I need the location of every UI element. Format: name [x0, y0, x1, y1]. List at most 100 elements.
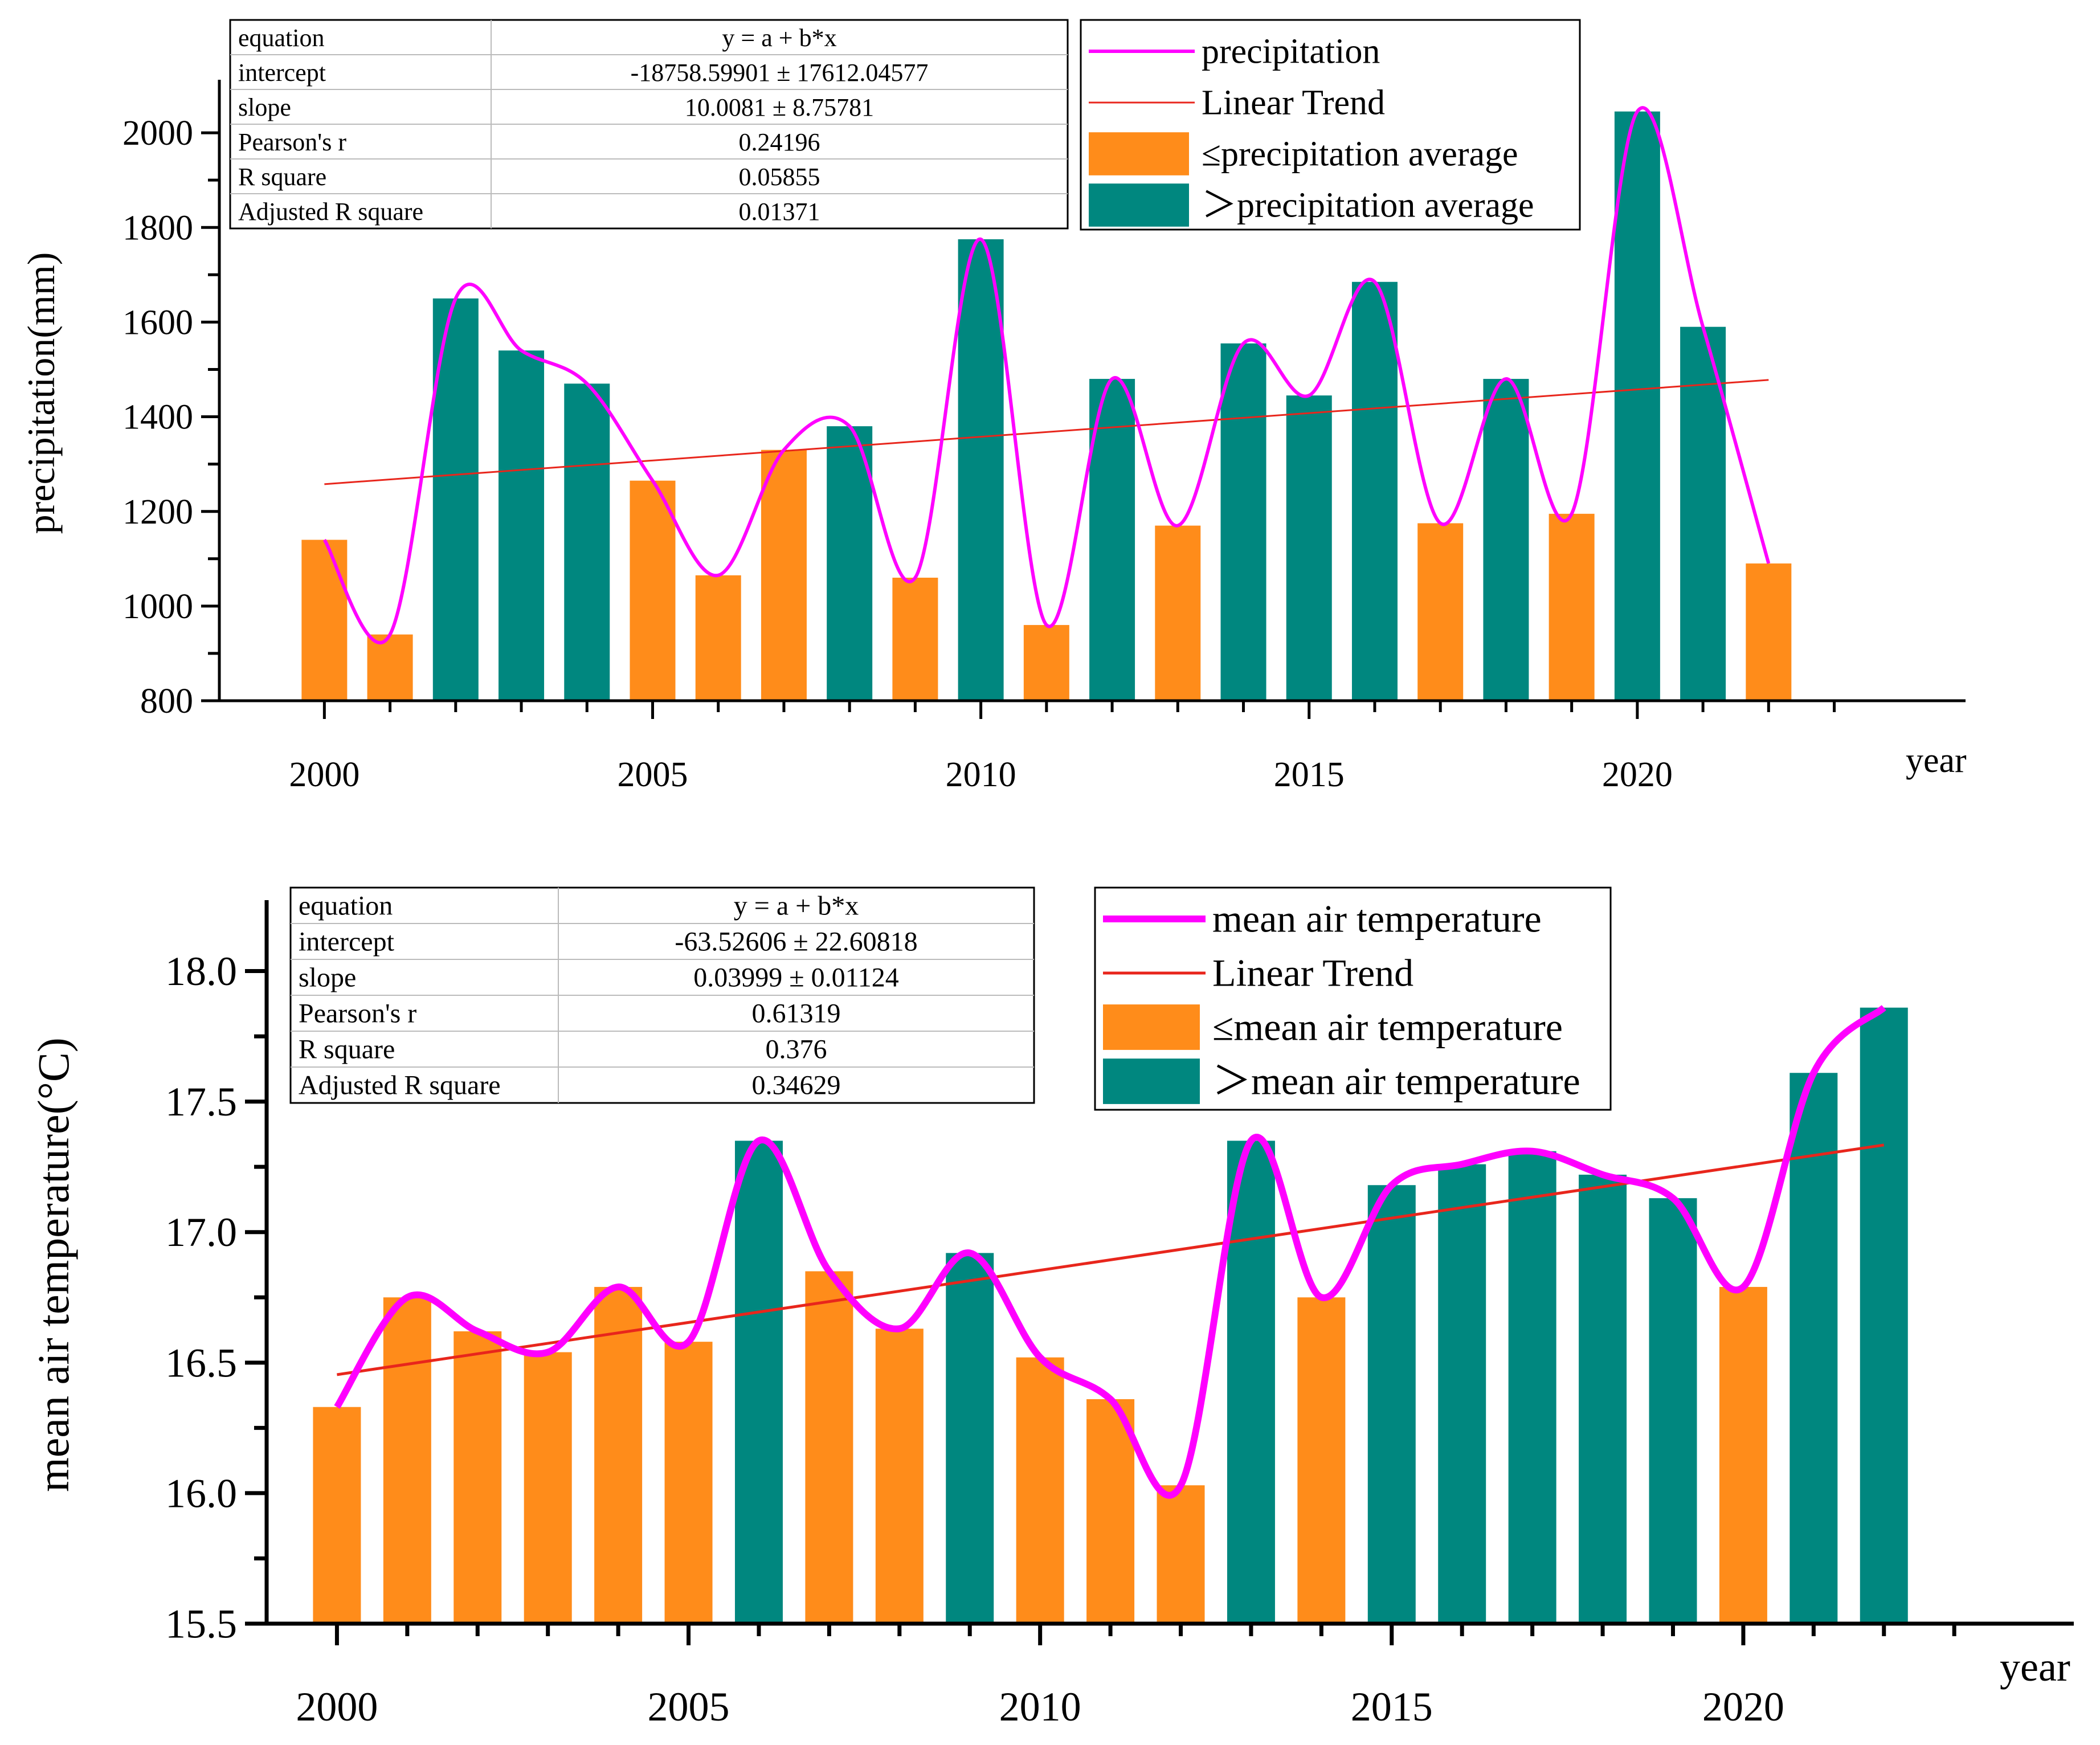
legend-swatch-above	[1089, 183, 1189, 227]
bar-2016	[1438, 1164, 1486, 1624]
legend-swatch-above	[1103, 1059, 1200, 1104]
legend-label: Linear Trend	[1202, 83, 1385, 122]
bar-2015	[1286, 395, 1332, 701]
bar-2005	[630, 480, 676, 701]
bar-2002	[453, 1331, 502, 1624]
legend-label: Linear Trend	[1212, 951, 1413, 994]
bar-2017	[1508, 1151, 1556, 1624]
bar-2022	[1746, 563, 1792, 701]
bar-2012	[1089, 379, 1135, 701]
bar-2006	[695, 575, 741, 701]
legend-swatch-below	[1089, 132, 1189, 175]
stats-value: 0.01371	[739, 198, 820, 226]
y-tick-label: 15.5	[165, 1601, 237, 1646]
y-tick-label: 2000	[122, 114, 193, 153]
legend-label: ＞precipitation average	[1202, 186, 1534, 224]
bar-2001	[383, 1297, 431, 1624]
y-tick-label: 1800	[122, 209, 193, 247]
bar-2021	[1680, 326, 1726, 701]
stats-label: R square	[299, 1034, 395, 1064]
stats-value: -18758.59901 ± 17612.04577	[631, 59, 929, 87]
stats-value: y = a + b*x	[722, 24, 836, 52]
x-axis-title: year	[1906, 741, 1967, 780]
bar-2000	[313, 1407, 361, 1624]
legend-label: ≤precipitation average	[1202, 134, 1518, 173]
bar-2005	[664, 1342, 713, 1624]
stats-value: y = a + b*x	[734, 890, 859, 921]
stats-label: Adjusted R square	[238, 198, 423, 226]
bar-2003	[524, 1352, 572, 1624]
series-line	[322, 106, 1771, 645]
bar-2007	[805, 1271, 853, 1624]
y-tick-label: 16.5	[165, 1340, 237, 1386]
stats-label: R square	[238, 163, 326, 191]
bar-2010	[958, 239, 1004, 701]
bar-2009	[946, 1253, 994, 1624]
bar-2019	[1549, 513, 1595, 701]
bar-2000	[301, 540, 348, 701]
y-tick-label: 17.0	[165, 1209, 237, 1255]
x-tick-label: 2000	[289, 755, 359, 794]
y-axis-title: mean air temperature(°C)	[28, 1037, 78, 1492]
legend-label: ≤mean air temperature	[1212, 1005, 1563, 1048]
bar-2001	[367, 634, 413, 701]
bar-2004	[564, 383, 610, 701]
stats-value: 0.24196	[739, 128, 820, 156]
x-tick-label: 2005	[648, 1684, 730, 1730]
stats-value: 0.03999 ± 0.01124	[693, 962, 899, 992]
chart-precipitation: 800 1000 1200 1400 1600 1800 2000 2000 2005 2010 2…	[19, 19, 1967, 794]
bar-2013	[1155, 525, 1201, 701]
y-tick-label: 17.5	[165, 1079, 237, 1125]
y-tick-label: 16.0	[165, 1470, 237, 1516]
legend-label: mean air temperature	[1212, 897, 1542, 940]
y-tick-label: 1200	[122, 493, 193, 532]
bar-2012	[1157, 1485, 1205, 1624]
stats-label: slope	[238, 93, 291, 121]
trend-line	[324, 379, 1769, 485]
stats-value: 0.34629	[752, 1070, 841, 1100]
bar-2015	[1367, 1185, 1416, 1624]
legend: precipitation Linear Trend ≤precipitation …	[1080, 19, 1581, 231]
series-line	[334, 1005, 1886, 1499]
y-tick-label: 1400	[122, 398, 193, 437]
stats-value: 10.0081 ± 8.75781	[685, 93, 874, 121]
stats-label: equation	[299, 890, 393, 921]
stats-label: equation	[238, 24, 325, 52]
y-axis-title: precipitation(mm)	[19, 252, 63, 534]
bar-2020	[1614, 111, 1660, 701]
stats-label: Pearson's r	[299, 998, 416, 1028]
stats-value: 0.05855	[739, 163, 820, 191]
stats-value: -63.52606 ± 22.60818	[675, 926, 917, 957]
bar-2014	[1220, 343, 1266, 701]
stats-label: Adjusted R square	[299, 1070, 501, 1100]
stats-label: intercept	[238, 59, 326, 87]
legend-label: ＞mean air temperature	[1212, 1059, 1580, 1102]
bar-2019	[1649, 1198, 1697, 1624]
bar-2018	[1579, 1174, 1627, 1624]
stats-label: Pearson's r	[238, 128, 346, 156]
stats-value: 0.376	[766, 1034, 827, 1064]
y-tick-label: 800	[140, 682, 193, 721]
bar-2017	[1417, 523, 1464, 701]
x-tick-label: 2010	[999, 1684, 1081, 1730]
bar-2003	[499, 350, 545, 701]
stats-label: slope	[299, 962, 356, 992]
bar-series	[301, 111, 1792, 701]
bar-2021	[1790, 1073, 1838, 1624]
x-tick-label: 2005	[617, 755, 688, 794]
bar-2014	[1297, 1297, 1346, 1624]
bar-2020	[1719, 1286, 1767, 1624]
x-tick-label: 2015	[1274, 755, 1345, 794]
y-tick-label: 18.0	[165, 949, 237, 994]
chart-temperature: 15.5 16.0 16.5 17.0 17.5 18.0 2000 2005 2010 2015…	[28, 886, 2074, 1730]
bar-2011	[1086, 1399, 1135, 1624]
bar-2010	[1016, 1357, 1064, 1624]
bar-2016	[1351, 281, 1398, 701]
y-tick-label: 1600	[122, 303, 193, 342]
legend-swatch-below	[1103, 1004, 1200, 1050]
x-tick-label: 2020	[1702, 1684, 1784, 1730]
x-axis-title: year	[2000, 1644, 2070, 1690]
bar-2022	[1860, 1007, 1908, 1624]
bar-2006	[734, 1141, 783, 1624]
